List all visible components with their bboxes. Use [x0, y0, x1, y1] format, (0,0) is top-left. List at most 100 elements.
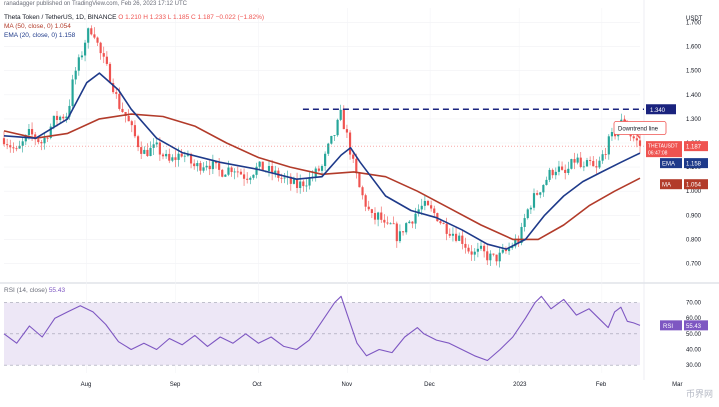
candle-body	[411, 221, 414, 224]
rsi-legend-label: RSI (14, close)	[4, 287, 47, 294]
candle-body	[196, 163, 199, 167]
candle-body	[143, 149, 146, 154]
candle-body	[507, 248, 511, 252]
candle-body	[436, 213, 439, 222]
ma-tag-value-bg	[684, 179, 708, 190]
candle-body	[635, 138, 638, 141]
candle-body	[249, 177, 252, 180]
price-tick-label: 1.500	[686, 69, 702, 75]
candle-body	[77, 57, 80, 71]
resistance-tag-bg	[646, 104, 676, 115]
candle-body	[224, 174, 227, 177]
candle-body	[168, 153, 171, 161]
candle-body	[177, 153, 180, 160]
candle-body	[74, 70, 77, 80]
candle-body	[498, 252, 501, 262]
candle-body	[258, 161, 261, 167]
candle-body	[6, 144, 9, 146]
candle-body	[21, 141, 24, 146]
ema-legend-label: EMA (20, close, 0)	[4, 32, 58, 39]
candle-body	[267, 166, 271, 171]
candle-body	[255, 166, 258, 175]
candle-body	[37, 139, 40, 143]
candle-body	[211, 161, 214, 170]
rsi-tick-label: 40.00	[686, 348, 702, 354]
candle-body	[458, 235, 461, 241]
candle-body	[386, 222, 389, 224]
candle-body	[364, 195, 367, 207]
time-tick-label: Feb	[596, 382, 607, 388]
candle-body	[308, 177, 311, 186]
candle-body	[158, 142, 161, 155]
candle-body	[336, 119, 339, 136]
candle-body	[579, 157, 582, 167]
rsi-tag-name: RSI	[663, 324, 673, 330]
candle-body	[305, 185, 308, 187]
candle-body	[246, 178, 249, 180]
candle-body	[146, 149, 149, 157]
time-tick-label: Nov	[341, 382, 352, 388]
candle-body	[604, 154, 607, 155]
candle-body	[124, 111, 127, 116]
candle-body	[99, 42, 102, 54]
candle-body	[470, 251, 473, 255]
candle-body	[433, 208, 436, 214]
candle-body	[283, 177, 286, 179]
candle-body	[339, 109, 342, 120]
candle-body	[30, 129, 34, 135]
candle-body	[49, 126, 52, 138]
candle-body	[174, 157, 177, 160]
candle-body	[121, 108, 124, 112]
last-price-tag-bg	[646, 141, 682, 158]
candle-body	[342, 109, 345, 130]
candle-body	[405, 223, 408, 233]
ohlc-values: O 1.210 H 1.233 L 1.185 C 1.187 −0.022 (…	[118, 14, 265, 21]
candle-body	[199, 163, 202, 171]
candle-body	[214, 161, 218, 164]
candle-body	[529, 207, 532, 210]
price-tick-label: 1.700	[686, 20, 702, 26]
price-tick-label: 1.600	[686, 45, 702, 51]
candle-body	[557, 166, 561, 172]
candle-body	[161, 154, 165, 157]
candle-body	[545, 179, 548, 185]
candle-body	[607, 136, 610, 155]
candle-body	[539, 192, 542, 195]
candle-body	[302, 181, 305, 187]
ema-tag-value-bg	[684, 158, 708, 169]
ma50-line	[3, 113, 641, 241]
candle-body	[115, 92, 118, 94]
candle-body	[592, 160, 595, 167]
candle-body	[423, 200, 426, 206]
candle-body	[479, 245, 483, 249]
candle-body	[261, 161, 264, 171]
candle-body	[598, 160, 601, 168]
candle-body	[442, 223, 445, 224]
candle-body	[492, 253, 495, 255]
candle-body	[155, 142, 158, 145]
author-text: ranadagger published on TradingView.com,…	[4, 1, 188, 7]
candle-body	[358, 173, 361, 188]
candle-body	[68, 105, 71, 117]
candle-body	[536, 193, 539, 195]
candle-body	[227, 167, 230, 175]
candle-body	[361, 187, 364, 196]
time-tick-label: Sep	[170, 382, 181, 388]
candle-body	[90, 28, 93, 35]
candle-body	[486, 251, 489, 261]
candle-body	[96, 37, 99, 43]
rsi-tick-label: 60.00	[686, 316, 702, 322]
candle-body	[208, 165, 211, 170]
candle-body	[517, 239, 520, 243]
candle-body	[295, 179, 299, 189]
rsi-tick-label: 70.00	[686, 301, 702, 307]
candle-body	[333, 135, 336, 136]
candle-body	[183, 155, 186, 157]
candle-body	[130, 121, 133, 126]
candle-body	[317, 168, 320, 171]
candle-body	[55, 115, 59, 120]
candle-body	[445, 223, 448, 234]
candle-body	[483, 245, 486, 252]
candle-body	[118, 93, 121, 109]
